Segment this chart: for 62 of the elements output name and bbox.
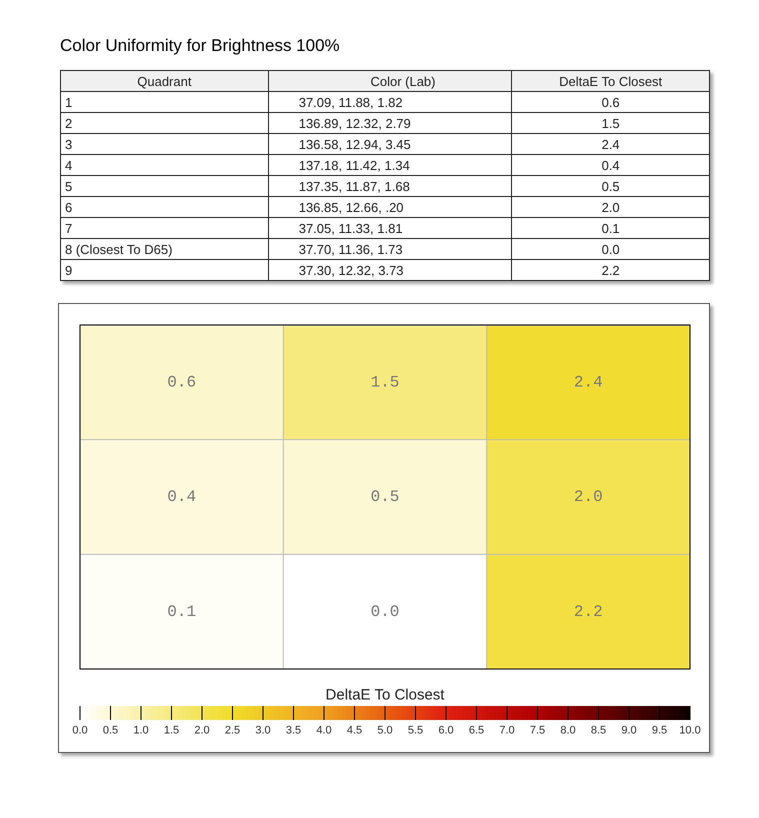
text: 4 [60, 154, 268, 176]
color-bar-title: DeltaE To Closest [326, 686, 446, 704]
text: 0.6 [512, 92, 710, 112]
color-bar-label: 0.0 [72, 724, 88, 737]
color-bar-label: 1.0 [133, 724, 149, 737]
text: 6 [60, 196, 268, 218]
text: 1.5 [512, 112, 710, 134]
color-bar-label: 3.0 [255, 724, 271, 737]
color-bar-label: 8.5 [590, 724, 606, 737]
data-label: 0.6 [167, 374, 196, 392]
text: 8 (Closest To D65) [60, 238, 268, 260]
text: DeltaE To Closest [512, 70, 710, 92]
color-bar-label: 7.5 [530, 724, 546, 737]
text: 2.0 [512, 196, 710, 218]
data-label: 0.1 [167, 602, 196, 621]
text: 0.1 [512, 218, 710, 238]
data-label: 2.2 [574, 602, 603, 621]
color-bar-label: 3.5 [286, 724, 302, 737]
text: 0.0 [512, 238, 710, 260]
text: 137.18, 11.42, 1.34 [268, 154, 512, 176]
text: 2.2 [512, 260, 710, 280]
text: 136.89, 12.32, 2.79 [268, 112, 512, 134]
data-label: 0.0 [370, 602, 400, 621]
color-bar-label: 7.0 [499, 724, 515, 737]
color-bar-label: 2.0 [194, 724, 210, 737]
text: 137.35, 11.87, 1.68 [268, 176, 512, 196]
text: 37.05, 11.33, 1.81 [268, 218, 512, 238]
color-bar-label: 4.5 [346, 724, 362, 737]
color-bar-label: 5.5 [408, 724, 424, 737]
color-bar-label: 6.5 [468, 724, 484, 737]
text: 136.58, 12.94, 3.45 [268, 134, 512, 154]
color-bar-label: 4.0 [316, 724, 332, 737]
text: 2 [60, 112, 268, 134]
data-label: 0.5 [370, 488, 400, 506]
text: 5 [60, 176, 268, 196]
text: 9 [60, 260, 268, 280]
text: 136.85, 12.66, .20 [268, 196, 512, 218]
color-bar-label: 8.0 [560, 724, 576, 737]
text: 7 [60, 218, 268, 238]
text: 0.5 [512, 176, 710, 196]
text: 2.4 [512, 134, 710, 154]
color-bar-label: 6.0 [438, 724, 454, 737]
text: 1 [60, 92, 268, 112]
text: 3 [60, 134, 268, 154]
text: 0.4 [512, 154, 710, 176]
text: Color (Lab) [268, 70, 512, 92]
color-bar-label: 2.5 [224, 724, 240, 737]
color-bar-label: 9.5 [652, 724, 668, 737]
text: 37.70, 11.36, 1.73 [268, 238, 512, 260]
color-bar-label: 5.0 [377, 724, 393, 737]
data-label: 2.0 [574, 488, 603, 506]
data-label: 0.4 [167, 488, 196, 506]
color-bar-label: 9.0 [621, 724, 637, 737]
text: Color Uniformity for Brightness 100% [60, 36, 341, 56]
color-bar-label: 1.5 [164, 724, 180, 737]
data-label: 1.5 [370, 374, 400, 392]
color-bar-label: 0.5 [102, 724, 118, 737]
text: 37.09, 11.88, 1.82 [268, 92, 512, 112]
text: Quadrant [60, 70, 268, 92]
data-label: 2.4 [574, 374, 603, 392]
text: 37.30, 12.32, 3.73 [268, 260, 512, 280]
color-bar-label: 10.0 [679, 724, 701, 737]
